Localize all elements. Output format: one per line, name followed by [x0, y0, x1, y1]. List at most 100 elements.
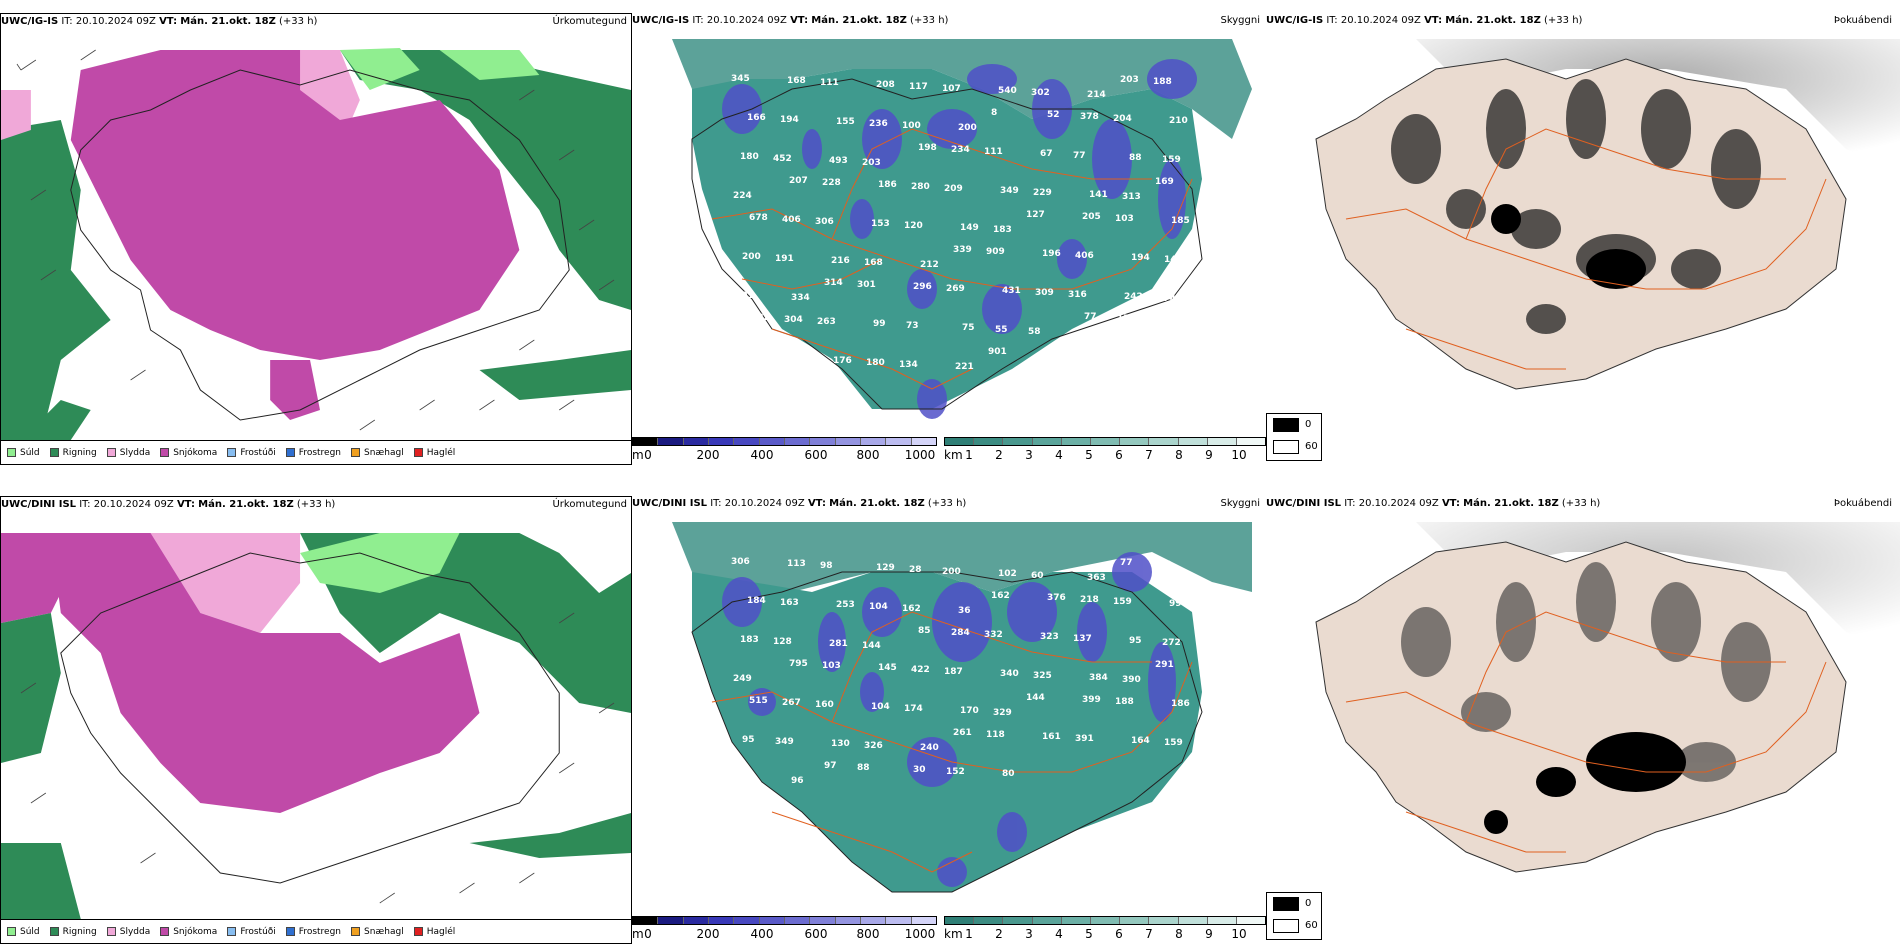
cloud-base-label: 249	[733, 674, 752, 684]
tick-label: 5	[1085, 448, 1093, 462]
cloud-base-label: 164	[1131, 736, 1150, 746]
cloud-base-label: 127	[1026, 210, 1045, 220]
cloud-base-label: 234	[951, 145, 970, 155]
cloud-base-label: 173	[744, 352, 763, 362]
vt-prefix: VT:	[159, 16, 178, 27]
vt-prefix: VT:	[790, 15, 809, 26]
cloud-base-label: 378	[1080, 112, 1099, 122]
cloud-base-label: 141	[1089, 190, 1108, 200]
precip-map[interactable]	[1, 30, 631, 440]
it-prefix: IT:	[692, 15, 704, 26]
cloud-base-label: 229	[1033, 188, 1052, 198]
cloud-base-label: 134	[899, 360, 918, 370]
legend-item-sudd: Súld	[7, 927, 40, 937]
tick-label: 5	[1085, 927, 1093, 941]
legend-item-frostregn: Frostregn	[285, 448, 341, 458]
tick-label: 800	[856, 927, 880, 941]
cloud-base-label: 186	[878, 180, 897, 190]
tick-label: 1000	[904, 448, 936, 462]
cloud-base-label: 390	[1122, 675, 1141, 685]
fog-map[interactable]	[1266, 512, 1900, 918]
model-name: UWC/DINI ISL	[1, 499, 77, 510]
visibility-colorbar-dini: km 1 2 3 4 5 6 7 8 9 10	[944, 916, 1266, 946]
precip-panel-dini: UWC/DINI ISL IT: 20.10.2024 09Z VT: Mán.…	[0, 496, 632, 944]
valid-time: Mán. 21.okt. 18Z	[829, 498, 925, 509]
precip-legend: Súld Rigning Slydda Snjókoma Frostúði Fr…	[1, 919, 631, 943]
cloud-map[interactable]: 345 168 111 208 117 107 540 302 214 203 188 166 194 1…	[632, 29, 1264, 438]
cloud-base-label: 363	[1087, 573, 1106, 583]
cloud-base-label: 97	[735, 774, 748, 784]
panel-header: UWC/DINI ISL IT: 20.10.2024 09Z VT: Mán.…	[1, 497, 631, 513]
cloud-base-label: 224	[733, 191, 752, 201]
legend-item-frostudi: Frostúði	[227, 927, 276, 937]
cloud-base-label: 75	[962, 323, 975, 333]
cloud-base-label: 218	[1080, 595, 1099, 605]
init-time: 20.10.2024 09Z	[1340, 15, 1421, 26]
model-name: UWC/IG-IS	[1, 16, 59, 27]
fog-legend-igis: 0 60	[1266, 413, 1322, 461]
cloud-base-label: 306	[815, 217, 834, 227]
it-prefix: IT:	[1326, 15, 1338, 26]
cloud-base-label: 185	[1171, 216, 1190, 226]
cloud-base-colorbar-dini: m 0 200 400 600 800 1000	[632, 916, 937, 946]
lead-time: (+33 h)	[1544, 15, 1583, 26]
cloud-base-label: 129	[876, 563, 895, 573]
fog-legend-dini: 0 60	[1266, 892, 1322, 940]
fog-panel-dini: UWC/DINI ISL IT: 20.10.2024 09Z VT: Mán.…	[1266, 496, 1900, 918]
cloud-base-label: 85	[918, 626, 931, 636]
valid-time: Mán. 21.okt. 18Z	[811, 15, 907, 26]
cloud-base-label: 104	[871, 702, 890, 712]
legend-item-rigning: Rigning	[49, 448, 97, 458]
fog-map[interactable]	[1266, 29, 1900, 438]
cloud-base-label: 188	[1115, 697, 1134, 707]
legend-swatch-black	[1273, 897, 1299, 911]
tick-label: 8	[1175, 448, 1183, 462]
cloud-base-label: 209	[944, 184, 963, 194]
tick-label: 4	[1055, 448, 1063, 462]
cloud-base-label: 240	[920, 743, 939, 753]
cloud-base-label: 73	[906, 321, 919, 331]
tick-label: 200	[696, 927, 720, 941]
cloud-base-label: 242	[1124, 292, 1143, 302]
precip-map[interactable]	[1, 513, 631, 919]
tick-label: 6	[1115, 448, 1123, 462]
precip-map-svg	[1, 513, 631, 919]
vt-prefix: VT:	[807, 498, 826, 509]
cloud-base-label: 221	[955, 362, 974, 372]
cloud-base-label: 191	[775, 254, 794, 264]
init-time: 20.10.2024 09Z	[93, 499, 174, 510]
cloud-base-label: 296	[913, 282, 932, 292]
cloud-map[interactable]: 306 113 98 129 28 200 102 60 363 77 229 184 163 253 10…	[632, 512, 1264, 918]
cloud-base-label: 349	[1000, 186, 1019, 196]
cloud-base-label: 184	[747, 596, 766, 606]
model-name: UWC/DINI ISL	[1266, 498, 1342, 509]
cloud-base-label: 196	[1042, 249, 1061, 259]
it-prefix: IT:	[1344, 498, 1356, 509]
cloud-base-label: 103	[1115, 214, 1134, 224]
legend-item-frostregn: Frostregn	[285, 927, 341, 937]
colorbar-strip	[632, 437, 937, 446]
vt-prefix: VT:	[176, 499, 195, 510]
cloud-base-label: 338	[1044, 349, 1063, 359]
cloud-base-label: 182	[751, 313, 770, 323]
cloud-base-label: 205	[1082, 212, 1101, 222]
cloud-base-label: 113	[787, 559, 806, 569]
legend-swatch-black	[1273, 418, 1299, 432]
legend-item-hagl: Haglél	[413, 448, 455, 458]
legend-item-sudd: Súld	[7, 448, 40, 458]
field-name: Þokuábendi	[1833, 498, 1892, 509]
cloud-base-label: 162	[991, 591, 1010, 601]
lead-time: (+33 h)	[927, 498, 967, 509]
cloud-base-label: 102	[998, 569, 1017, 579]
tick-label: 7	[1145, 448, 1153, 462]
tick-label: 10	[1231, 448, 1247, 462]
init-time: 20.10.2024 09Z	[706, 15, 787, 26]
legend-label: 60	[1305, 920, 1318, 931]
cloud-base-label: 212	[920, 260, 939, 270]
cloud-base-label: 326	[864, 741, 883, 751]
cloud-base-label: 263	[817, 317, 836, 327]
cloud-base-label: 391	[1075, 734, 1094, 744]
tick-label: 3	[1025, 448, 1033, 462]
legend-item-snjokoma: Snjókoma	[160, 448, 217, 458]
model-name: UWC/IG-IS	[1266, 15, 1324, 26]
